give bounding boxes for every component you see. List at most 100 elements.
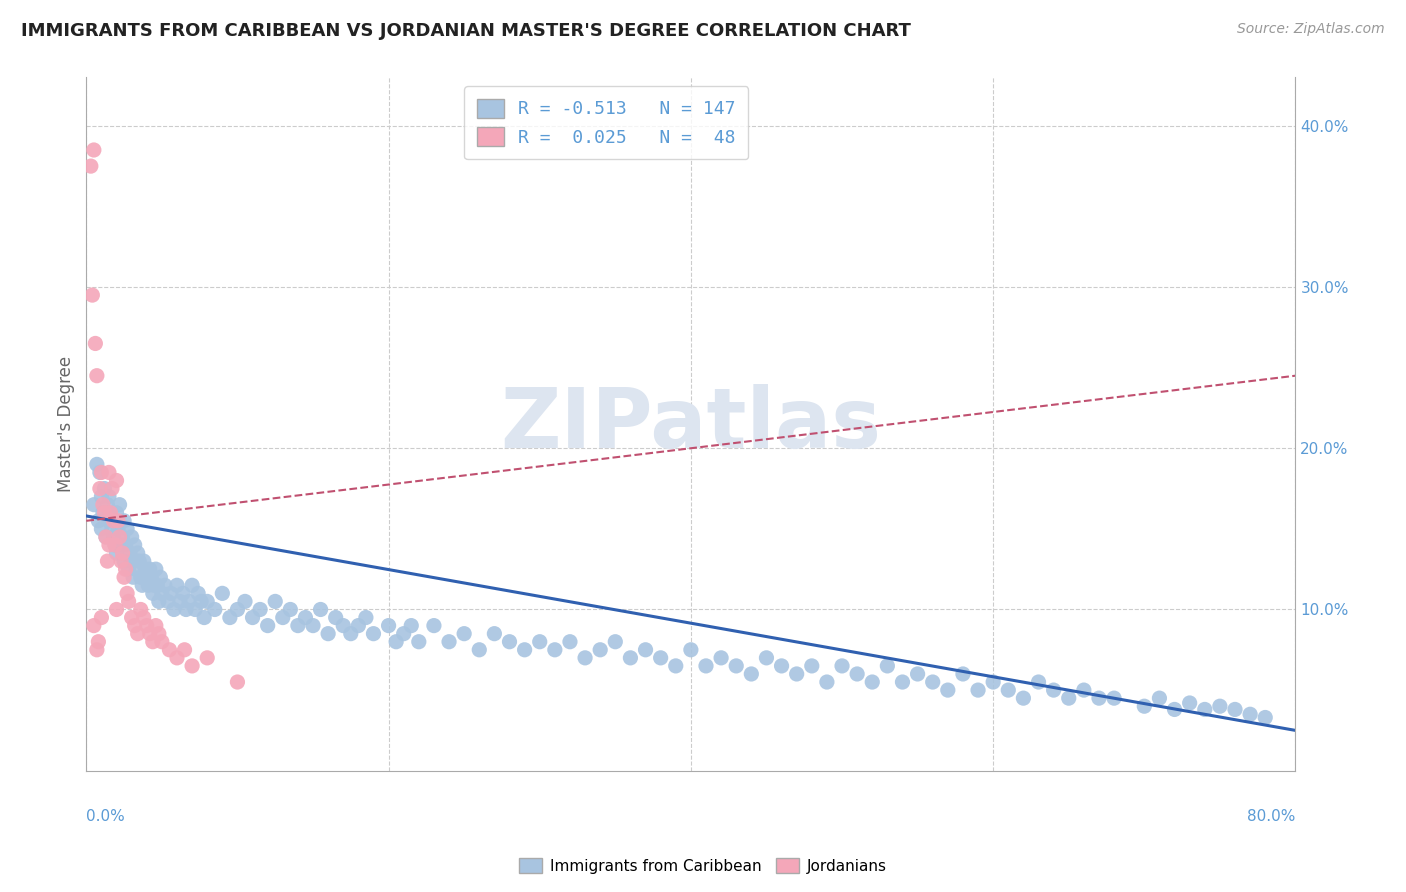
Point [876, 659, 898, 673]
Point [94, 530, 117, 544]
Point [952, 667, 974, 681]
Point [103, 530, 125, 544]
Point [1073, 683, 1095, 698]
Point [981, 675, 1004, 690]
Legend: R = -0.513   N = 147, R =  0.025   N =  48: R = -0.513 N = 147, R = 0.025 N = 48 [464, 87, 748, 160]
Point [97, 514, 120, 528]
Point [114, 562, 136, 576]
Point [1178, 696, 1201, 710]
Point [408, 634, 430, 648]
Point [665, 659, 688, 673]
Point [129, 570, 152, 584]
Point [121, 554, 143, 568]
Point [218, 610, 240, 624]
Point [294, 610, 316, 624]
Point [169, 594, 191, 608]
Point [87, 514, 110, 528]
Point [725, 659, 748, 673]
Point [111, 546, 134, 560]
Point [121, 530, 143, 544]
Point [363, 626, 385, 640]
Point [84, 336, 107, 351]
Point [127, 546, 149, 560]
Point [153, 578, 176, 592]
Point [498, 634, 520, 648]
Point [157, 642, 180, 657]
Point [114, 538, 136, 552]
Point [105, 602, 128, 616]
Point [117, 594, 139, 608]
Point [166, 578, 188, 592]
Point [589, 642, 612, 657]
Point [105, 474, 128, 488]
Point [936, 683, 959, 698]
Point [740, 667, 762, 681]
Point [121, 610, 143, 624]
Point [1194, 702, 1216, 716]
Point [181, 578, 204, 592]
Point [256, 618, 278, 632]
Point [1042, 683, 1064, 698]
Point [846, 667, 869, 681]
Point [1223, 702, 1246, 716]
Point [907, 667, 929, 681]
Point [468, 642, 491, 657]
Point [93, 482, 115, 496]
Point [82, 288, 104, 302]
Point [1012, 691, 1035, 706]
Point [150, 634, 173, 648]
Point [437, 634, 460, 648]
Point [132, 554, 155, 568]
Point [174, 602, 197, 616]
Point [124, 538, 146, 552]
Point [860, 675, 883, 690]
Point [134, 562, 156, 576]
Point [619, 650, 641, 665]
Point [150, 586, 173, 600]
Legend: Immigrants from Caribbean, Jordanians: Immigrants from Caribbean, Jordanians [513, 852, 893, 880]
Point [91, 498, 114, 512]
Point [149, 570, 172, 584]
Point [163, 602, 186, 616]
Point [831, 659, 853, 673]
Point [86, 642, 108, 657]
Point [139, 562, 162, 576]
Point [770, 659, 793, 673]
Point [132, 610, 155, 624]
Point [177, 594, 200, 608]
Point [190, 594, 212, 608]
Point [115, 522, 138, 536]
Point [211, 586, 233, 600]
Point [110, 554, 132, 568]
Point [1133, 699, 1156, 714]
Text: 80.0%: 80.0% [1247, 809, 1295, 824]
Point [142, 586, 165, 600]
Point [423, 618, 446, 632]
Point [1102, 691, 1125, 706]
Point [544, 642, 567, 657]
Point [112, 514, 135, 528]
Point [392, 626, 415, 640]
Point [195, 594, 218, 608]
Point [117, 562, 139, 576]
Point [347, 618, 370, 632]
Point [1254, 710, 1277, 724]
Point [453, 626, 475, 640]
Point [226, 675, 249, 690]
Point [786, 667, 808, 681]
Point [103, 514, 125, 528]
Point [107, 522, 129, 536]
Point [650, 650, 672, 665]
Text: 0.0%: 0.0% [86, 809, 125, 824]
Point [278, 602, 301, 616]
Point [399, 618, 422, 632]
Point [1057, 691, 1080, 706]
Point [89, 466, 111, 480]
Point [249, 602, 271, 616]
Point [115, 586, 138, 600]
Point [90, 466, 112, 480]
Text: ZIPatlas: ZIPatlas [501, 384, 882, 465]
Point [967, 683, 990, 698]
Point [139, 626, 162, 640]
Point [172, 586, 194, 600]
